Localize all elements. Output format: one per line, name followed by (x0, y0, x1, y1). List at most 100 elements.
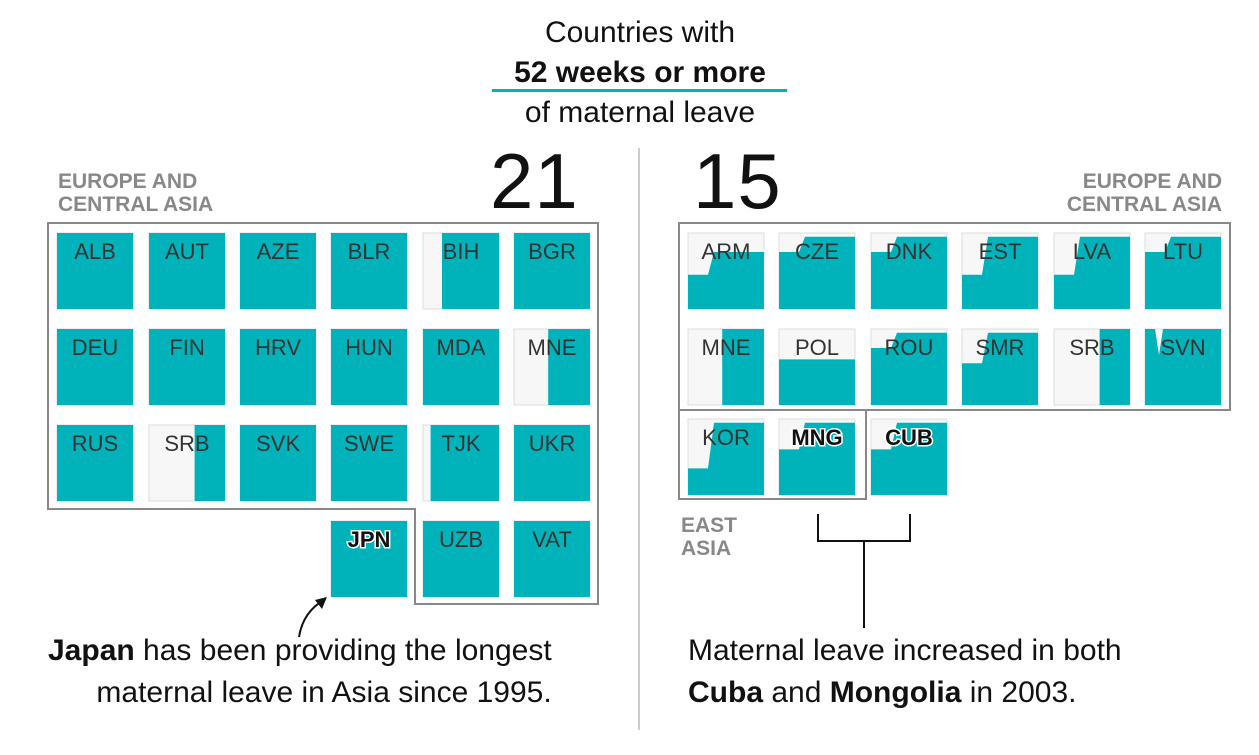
country-cell-r-mng: MNG (778, 418, 856, 496)
header-underline (492, 89, 787, 92)
annotation-rest: in 2003. (961, 676, 1077, 709)
country-cell-r-mne: MNE (687, 328, 765, 406)
cell-fill (514, 233, 590, 309)
country-cell-deu: DEU (56, 328, 134, 406)
country-cell-bih: BIH (422, 232, 500, 310)
country-label-pol: POL (795, 335, 839, 360)
country-cell-aze: AZE (239, 232, 317, 310)
country-cell-r-rou: ROU (870, 328, 948, 406)
country-cell-hun: HUN (330, 328, 408, 406)
country-label-tjk: TJK (441, 431, 480, 456)
cell-fill (423, 521, 499, 597)
country-label-smr: SMR (976, 335, 1025, 360)
country-label-svn: SVN (1160, 335, 1205, 360)
annotation-and: and (763, 676, 830, 709)
east-asia-label-line1: EAST (681, 514, 738, 537)
right-region-label: EUROPE AND CENTRAL ASIA (1020, 170, 1222, 216)
cell-fill (331, 521, 407, 597)
japan-annotation-line2: maternal leave in Asia since 1995. (96, 676, 552, 709)
country-cell-alb: ALB (56, 232, 134, 310)
country-label-mda: MDA (437, 335, 486, 360)
cell-fill (548, 329, 590, 405)
country-cell-uzb: UZB (422, 520, 500, 598)
country-label-kor: KOR (702, 425, 750, 450)
country-cell-r-smr: SMR (961, 328, 1039, 406)
country-cell-blr: BLR (330, 232, 408, 310)
cuba-mongolia-annotation-line1: Maternal leave increased in both (688, 634, 1122, 667)
cell-fill (779, 359, 855, 405)
country-label-blr: BLR (348, 239, 391, 264)
country-cell-fin: FIN (148, 328, 226, 406)
country-cell-srb: SRB (148, 424, 226, 502)
country-cell-mda: MDA (422, 328, 500, 406)
country-label-arm: ARM (702, 239, 751, 264)
country-cell-r-est: EST (961, 232, 1039, 310)
country-label-svk: SVK (256, 431, 300, 456)
country-cell-swe: SWE (330, 424, 408, 502)
country-label-mne: MNE (528, 335, 577, 360)
country-label-swe: SWE (344, 431, 394, 456)
cell-fill (1099, 329, 1130, 405)
right-region-label-line2: CENTRAL ASIA (1066, 193, 1222, 216)
right-region-label-line1: EUROPE AND (1082, 170, 1222, 193)
cell-fill (722, 329, 764, 405)
cell-fill (962, 332, 1038, 405)
country-label-srb: SRB (164, 431, 209, 456)
annotation-mongolia: Mongolia (829, 676, 962, 709)
country-label-deu: DEU (72, 335, 118, 360)
cell-fill (57, 329, 133, 405)
japan-arrow-head (315, 597, 327, 609)
country-label-ltu: LTU (1163, 239, 1203, 264)
country-cell-r-svn: SVN (1144, 328, 1222, 406)
country-cell-r-kor: KOR (687, 418, 765, 496)
left-region-label: EUROPE AND CENTRAL ASIA (58, 170, 213, 216)
country-cell-r-ltu: LTU (1144, 232, 1222, 310)
country-label-dnk: DNK (886, 239, 933, 264)
country-label-rus: RUS (72, 431, 118, 456)
country-cell-jpn: JPN (330, 520, 408, 598)
cell-fill (331, 425, 407, 501)
country-cell-tjk: TJK (422, 424, 500, 502)
country-label-lva: LVA (1073, 239, 1112, 264)
country-label-fin: FIN (169, 335, 204, 360)
east-asia-label-line2: ASIA (681, 537, 732, 560)
country-cell-r-dnk: DNK (870, 232, 948, 310)
cell-fill (430, 425, 499, 501)
country-cell-r-cub: CUB (870, 418, 948, 496)
left-region-label-line1: EUROPE AND (58, 170, 198, 193)
cell-fill (514, 521, 590, 597)
cell-fill (514, 425, 590, 501)
cell-fill (779, 422, 855, 495)
country-cell-r-pol: POL (778, 328, 856, 406)
country-cell-rus: RUS (56, 424, 134, 502)
header-line1: Countries with (544, 16, 736, 49)
cell-fill (1054, 236, 1130, 309)
right-east-asia-outline (678, 409, 867, 500)
left-count: 21 (490, 137, 579, 225)
cell-fill (1145, 329, 1221, 405)
cell-fill (423, 329, 499, 405)
country-cell-svk: SVK (239, 424, 317, 502)
country-label-est: EST (979, 239, 1022, 264)
cell-fill (149, 233, 225, 309)
right-count: 15 (693, 137, 782, 225)
cell-fill (1145, 236, 1221, 309)
country-label-mng: MNG (791, 425, 842, 450)
country-cell-aut: AUT (148, 232, 226, 310)
country-label-rou: ROU (885, 335, 934, 360)
cell-fill (779, 236, 855, 309)
annotation-cuba: Cuba (688, 676, 763, 709)
cell-fill (871, 236, 947, 309)
cell-fill (57, 425, 133, 501)
country-label-bih: BIH (443, 239, 480, 264)
country-cell-r-arm: ARM (687, 232, 765, 310)
country-cell-ukr: UKR (513, 424, 591, 502)
header-line3: of maternal leave (524, 96, 756, 129)
country-label-ukr: UKR (529, 431, 575, 456)
country-label-hrv: HRV (255, 335, 301, 360)
country-label-alb: ALB (74, 239, 116, 264)
cell-fill (871, 422, 947, 495)
east-asia-label: EAST ASIA (681, 514, 737, 560)
